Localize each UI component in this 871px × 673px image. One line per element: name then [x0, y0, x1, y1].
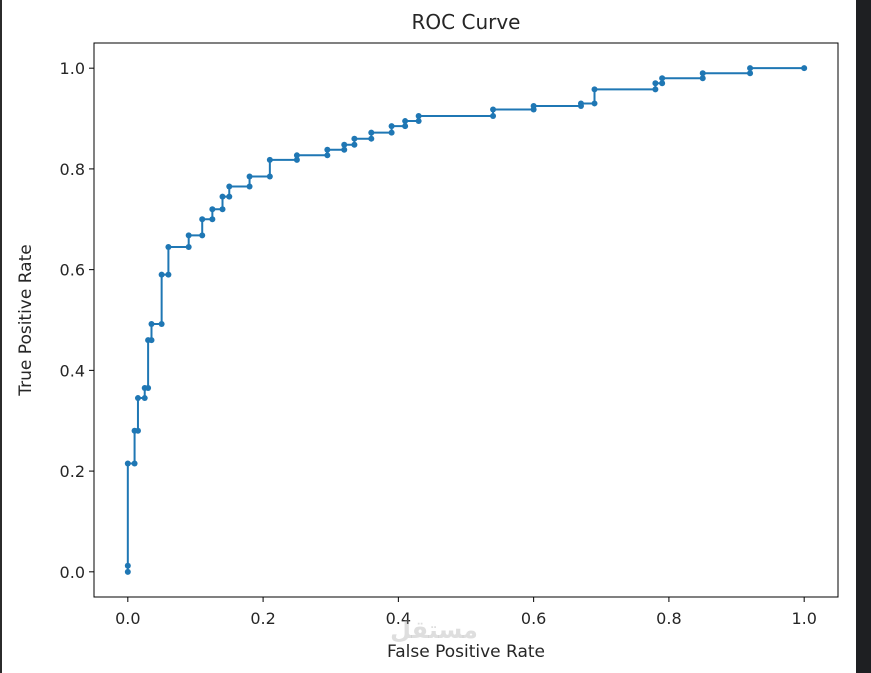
roc-point — [801, 65, 808, 72]
x-tick-label: 0.6 — [521, 609, 546, 628]
roc-point — [219, 193, 226, 200]
roc-point — [185, 243, 192, 250]
roc-point — [490, 113, 497, 120]
roc-point — [341, 146, 348, 153]
roc-point — [209, 206, 216, 213]
roc-point — [652, 86, 659, 93]
x-tick-label: 0.0 — [115, 609, 140, 628]
roc-point — [699, 70, 706, 77]
x-tick-label: 0.4 — [386, 609, 411, 628]
chart-title: ROC Curve — [412, 10, 521, 34]
y-tick-label: 0.4 — [60, 361, 85, 380]
roc-point — [134, 395, 141, 402]
window-left-edge — [0, 0, 2, 673]
roc-point — [165, 271, 172, 278]
roc-point — [293, 152, 300, 159]
roc-point — [226, 183, 233, 190]
roc-point — [591, 100, 598, 107]
roc-point — [134, 427, 141, 434]
roc-point — [145, 384, 152, 391]
roc-point — [266, 156, 273, 163]
roc-point — [402, 118, 409, 125]
roc-point — [124, 460, 131, 467]
y-axis-ticks: 0.0 0.2 0.4 0.6 0.8 1.0 — [60, 59, 94, 582]
y-tick-label: 0.2 — [60, 462, 85, 481]
window-right-edge — [856, 0, 871, 673]
x-tick-label: 0.8 — [656, 609, 681, 628]
roc-point — [266, 173, 273, 180]
roc-point — [747, 70, 754, 77]
roc-point — [165, 243, 172, 250]
roc-point — [324, 146, 331, 153]
roc-point — [351, 135, 358, 142]
roc-point — [388, 123, 395, 130]
y-tick-label: 0.6 — [60, 261, 85, 280]
roc-point — [199, 232, 206, 239]
roc-point — [747, 65, 754, 72]
roc-point — [199, 216, 206, 223]
roc-point — [368, 129, 375, 136]
x-tick-label: 1.0 — [791, 609, 816, 628]
roc-point — [388, 129, 395, 136]
roc-point — [209, 216, 216, 223]
roc-point — [530, 102, 537, 109]
roc-point — [341, 141, 348, 148]
roc-point — [141, 395, 148, 402]
x-tick-label: 0.2 — [250, 609, 275, 628]
y-axis-label: True Positive Rate — [16, 244, 36, 396]
y-tick-label: 0.8 — [60, 160, 85, 179]
roc-point — [124, 562, 131, 569]
roc-point — [226, 193, 233, 200]
roc-point — [577, 100, 584, 107]
x-axis-ticks: 0.0 0.2 0.4 0.6 0.8 1.0 — [115, 597, 817, 628]
roc-point — [124, 568, 131, 575]
roc-point — [351, 141, 358, 148]
roc-point — [415, 118, 422, 125]
roc-point — [402, 123, 409, 130]
roc-point — [148, 337, 155, 344]
roc-point — [148, 321, 155, 328]
roc-point — [699, 75, 706, 82]
roc-point — [591, 86, 598, 93]
roc-point — [659, 80, 666, 87]
y-tick-label: 0.0 — [60, 563, 85, 582]
roc-point — [246, 183, 253, 190]
roc-point — [415, 113, 422, 120]
roc-point — [246, 173, 253, 180]
roc-point — [158, 271, 165, 278]
roc-line — [126, 67, 805, 572]
roc-point — [490, 106, 497, 113]
roc-point — [652, 80, 659, 87]
y-tick-label: 1.0 — [60, 59, 85, 78]
roc-point — [293, 156, 300, 163]
roc-point — [368, 135, 375, 142]
roc-series — [124, 65, 808, 575]
x-axis-label: False Positive Rate — [387, 642, 545, 662]
plot-frame — [93, 42, 839, 598]
roc-point — [131, 460, 138, 467]
roc-point — [324, 152, 331, 159]
roc-point — [158, 321, 165, 328]
roc-point — [185, 232, 192, 239]
roc-point — [219, 206, 226, 213]
roc-point — [659, 75, 666, 82]
